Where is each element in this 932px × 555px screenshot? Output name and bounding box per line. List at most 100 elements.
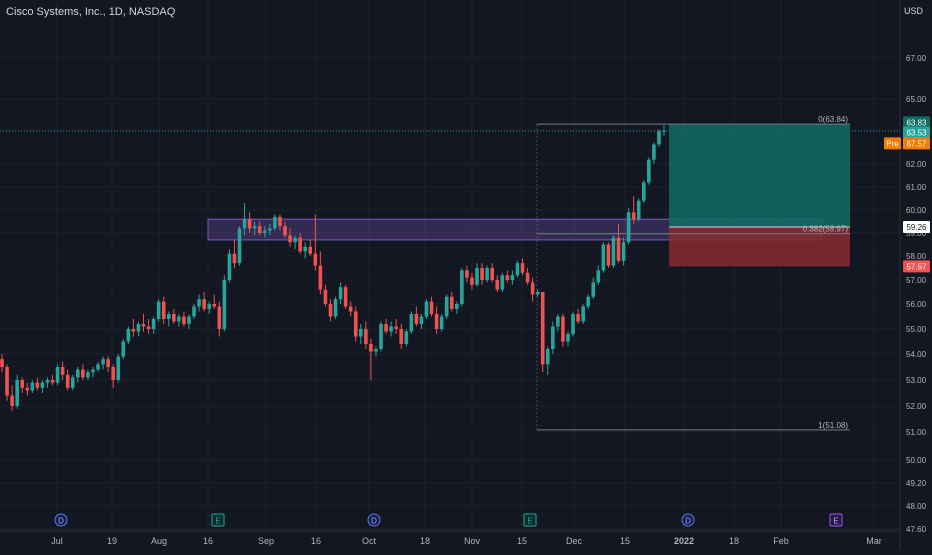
pre-tag-badge	[884, 137, 901, 150]
price-axis-label: 54.00	[906, 350, 927, 359]
candle-body	[278, 216, 282, 227]
time-axis-label: Nov	[464, 536, 481, 546]
event-marker-letter: E	[527, 517, 532, 526]
candle-body	[212, 304, 217, 307]
fib-level-label: 0(63.84)	[818, 115, 848, 124]
dividend-marker[interactable]	[54, 513, 68, 527]
candle-body	[404, 331, 409, 344]
candle-body	[631, 212, 636, 220]
stop-price-badge[interactable]	[903, 260, 930, 273]
candle-body	[485, 268, 489, 280]
candle-body	[576, 314, 580, 322]
time-axis-label: 19	[107, 536, 117, 546]
time-axis-label: 15	[620, 536, 630, 546]
fibonacci-retracement[interactable]: 0(63.84) 0.382(58.97) 1(51.08)	[536, 115, 850, 431]
candle-body	[520, 263, 525, 273]
long-position-tool[interactable]	[669, 124, 850, 267]
entry-price-badge[interactable]	[903, 221, 930, 234]
time-axis-label: 2022	[674, 536, 694, 546]
candle-body	[449, 296, 454, 309]
candle-body	[101, 359, 105, 365]
pre-price-text: 67.57	[906, 139, 927, 148]
last-price-text: 63.53	[906, 129, 927, 138]
candle-body	[91, 369, 95, 373]
candle-body	[652, 144, 656, 160]
candle-body	[647, 159, 651, 183]
price-axis-label: 56.00	[906, 300, 927, 309]
dividend-marker[interactable]	[681, 513, 695, 527]
candle-body	[601, 244, 606, 271]
time-axis-label: Feb	[773, 536, 789, 546]
price-axis-label: 53.00	[906, 376, 927, 385]
currency-label[interactable]: USD	[903, 6, 923, 16]
candle-body	[303, 246, 308, 252]
dividend-marker[interactable]	[367, 513, 381, 527]
price-axis-label: 49.20	[906, 479, 927, 488]
candle-body	[626, 212, 631, 243]
candle-body	[268, 228, 272, 231]
price-axis-label: 65.00	[906, 95, 927, 104]
candle-body	[257, 226, 262, 233]
candle-body	[343, 287, 348, 307]
time-axis-label: 15	[517, 536, 527, 546]
target-price-badge[interactable]	[903, 116, 930, 129]
candle-body	[490, 268, 494, 280]
candle-body	[222, 280, 227, 329]
candle-body	[298, 237, 302, 252]
candle-body	[192, 306, 196, 317]
candle-body	[293, 237, 297, 243]
candle-body	[202, 299, 206, 309]
candle-body	[242, 219, 247, 229]
price-axis[interactable]: 67.00 65.00 62.00 61.00 60.00 59.00 58.00 57.00…	[884, 0, 930, 550]
last-price-badge[interactable]	[903, 126, 930, 139]
time-axis-label: Dec	[566, 536, 583, 546]
candle-body	[500, 275, 505, 290]
time-axis-label: Sep	[258, 536, 274, 546]
candle-body	[611, 237, 616, 266]
earnings-marker[interactable]	[211, 513, 225, 527]
candle-body	[389, 326, 393, 332]
candle-body	[76, 369, 80, 378]
time-axis-label: 16	[203, 536, 213, 546]
time-axis-label: 18	[729, 536, 739, 546]
candle-body	[247, 219, 252, 229]
candle-body	[161, 301, 166, 319]
candle-body	[96, 364, 100, 370]
candle-body	[156, 301, 161, 319]
event-marker-letter: E	[833, 517, 838, 526]
pre-price-badge[interactable]	[903, 137, 930, 150]
candle-body	[657, 131, 661, 145]
candle-body	[166, 314, 171, 319]
candle-body	[227, 253, 232, 280]
price-axis-label: 62.00	[906, 160, 927, 169]
candle-body	[65, 374, 70, 388]
time-axis-label: Aug	[151, 536, 167, 546]
candle-body	[364, 329, 368, 344]
candle-body	[561, 316, 565, 342]
time-axis-label: 16	[311, 536, 321, 546]
price-axis-label: 60.00	[906, 206, 927, 215]
candle-body	[535, 292, 540, 295]
time-axis-label: Jul	[51, 536, 63, 546]
earnings-marker[interactable]	[523, 513, 537, 527]
symbol-title[interactable]: Cisco Systems, Inc., 1D, NASDAQ	[6, 6, 176, 18]
target-zone[interactable]	[669, 124, 850, 228]
candle-body	[369, 344, 373, 352]
time-axis[interactable]: Jul 19 Aug 16 Sep 16 Oct 18 Nov 15 Dec 15 2022 18 Feb M…	[0, 530, 900, 546]
candle-body	[348, 306, 353, 312]
candle-body	[662, 130, 666, 132]
candle-body	[262, 230, 267, 233]
candle-body	[444, 296, 449, 317]
candle-body	[146, 326, 151, 329]
pre-tag-text: Pre	[886, 139, 899, 148]
event-marker-letter: E	[215, 517, 220, 526]
candle-body	[636, 200, 641, 220]
candle-body	[288, 235, 292, 243]
earnings-marker[interactable]	[829, 513, 843, 527]
candle-body	[465, 270, 469, 278]
candle-body	[439, 316, 444, 329]
candle-body	[455, 304, 459, 309]
